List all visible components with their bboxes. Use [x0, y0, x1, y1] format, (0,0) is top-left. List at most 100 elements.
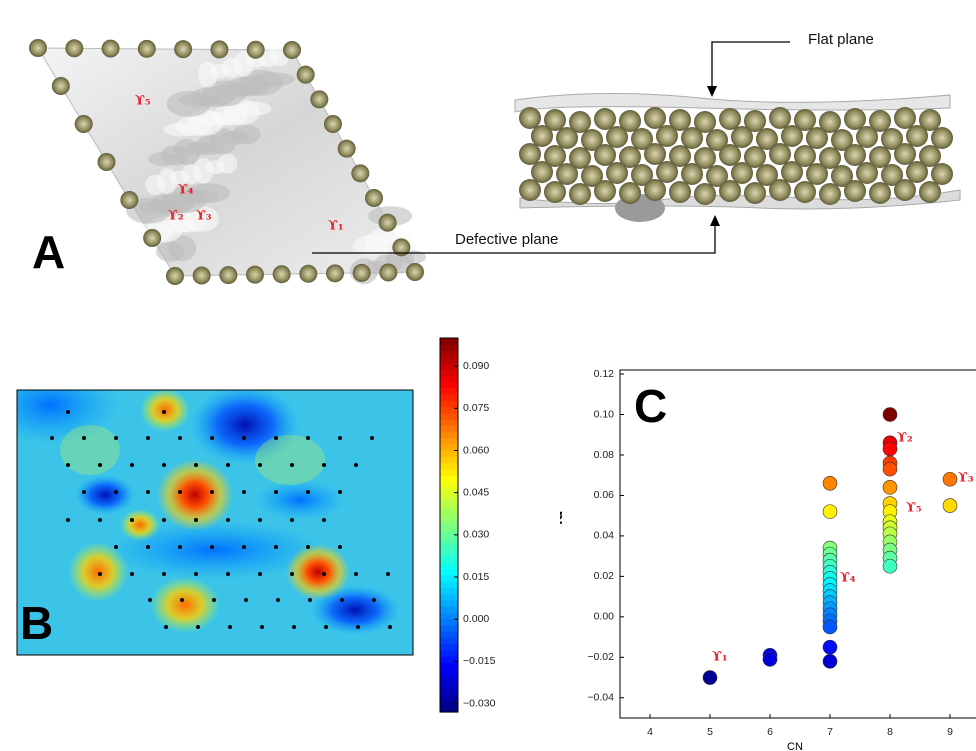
atom [819, 183, 841, 205]
atom [379, 263, 398, 282]
atom [769, 143, 791, 165]
atom [101, 39, 120, 58]
slab-atoms [519, 107, 953, 205]
colorbar-segment [440, 362, 458, 370]
atom [656, 161, 678, 183]
panel-a: Flat plane Defective plane ϒ₅ ϒ₄ ϒ₂ ϒ₃ ϒ… [28, 31, 961, 285]
annotation: Defective plane [455, 231, 558, 248]
atom [894, 107, 916, 129]
atom-dot [258, 518, 262, 522]
colorbar-tick-label: 0.045 [463, 486, 489, 498]
x-tick-label: 6 [767, 726, 773, 738]
point [762, 652, 778, 667]
point [822, 639, 838, 655]
atom [174, 40, 193, 59]
y-tick-label: 0.10 [594, 408, 615, 420]
atom [544, 109, 566, 131]
atom [594, 108, 616, 130]
colorbar-segment [440, 568, 458, 576]
colorbar-segment [440, 525, 458, 532]
colorbar-segment [440, 419, 458, 426]
colorbar-segment [440, 699, 458, 707]
atom [819, 147, 841, 169]
atom [769, 107, 791, 129]
point [822, 476, 838, 491]
scatter-chart: 0.12 0.10 0.08 0.06 0.04 0.02 0.00 −0.02 −0.04 4 5… [587, 368, 976, 738]
flat-plane [514, 92, 951, 113]
colorbar-tick-label: 0.060 [463, 444, 489, 456]
atom [365, 189, 383, 207]
surface-bump [166, 90, 211, 117]
point [702, 670, 718, 685]
atom-dot [386, 572, 390, 576]
edge-atoms [29, 39, 424, 285]
atom-dot [210, 490, 214, 494]
atom [619, 146, 641, 168]
atom [299, 264, 318, 283]
atom [694, 111, 716, 133]
atom [29, 39, 47, 57]
panel-c: 0.12 0.10 0.08 0.06 0.04 0.02 0.00 −0.02 −0.04 4 5… [536, 368, 976, 751]
atom [606, 126, 628, 148]
atom [656, 125, 678, 147]
atom-dot [146, 490, 150, 494]
atom-dot [148, 598, 152, 602]
colorbar-tick-label: 0.075 [463, 402, 489, 414]
site-label: ϒ₅ [906, 501, 922, 516]
site-label: ϒ₁ [328, 219, 344, 234]
atom [756, 128, 778, 150]
atom-dot [388, 625, 392, 629]
colorbar-segment [440, 630, 458, 638]
atom [644, 107, 666, 129]
atom [931, 127, 953, 149]
atom [283, 41, 301, 59]
atom [794, 145, 816, 167]
point [822, 504, 838, 519]
y-label-part: d [537, 523, 564, 539]
atom [606, 162, 628, 184]
x-tick-label: 5 [707, 726, 713, 738]
atom [310, 90, 329, 109]
atom-dot [274, 436, 278, 440]
atom-dot [322, 572, 326, 576]
panel-label: B [20, 597, 53, 649]
atom [806, 163, 828, 185]
y-label-part: / Å [536, 473, 564, 510]
y-tick-label: 0.00 [594, 611, 615, 623]
atom-dot [114, 436, 118, 440]
colorbar-segment [440, 400, 458, 408]
atom [594, 144, 616, 166]
atom-dot [290, 572, 294, 576]
atom [831, 165, 853, 187]
atom-dot [242, 436, 246, 440]
atom [519, 143, 541, 165]
colorbar-segment [440, 406, 458, 414]
atom [406, 263, 424, 281]
atom-dot [114, 545, 118, 549]
panel-label: A [32, 226, 65, 278]
atom-dot [324, 625, 328, 629]
atom-dot [244, 598, 248, 602]
atom [819, 111, 841, 133]
atom-dot [340, 598, 344, 602]
atom-dot [258, 572, 262, 576]
atom [351, 164, 370, 183]
atom [631, 164, 653, 186]
atom [869, 146, 891, 168]
atom [706, 129, 728, 151]
atom [869, 182, 891, 204]
colorbar-segment [440, 618, 458, 626]
atom-dot [162, 518, 166, 522]
atom [719, 180, 741, 202]
atom [894, 179, 916, 201]
atom [669, 181, 691, 203]
colorbar-segment [440, 369, 458, 376]
colorbar-segment [440, 475, 458, 482]
atom [856, 162, 878, 184]
atom [794, 181, 816, 203]
y-axis-label: Δdid / Å [536, 473, 566, 556]
colorbar-tick-label: −0.030 [463, 697, 496, 709]
atom [681, 163, 703, 185]
heatmap-frame [16, 389, 414, 656]
atom [869, 110, 891, 132]
